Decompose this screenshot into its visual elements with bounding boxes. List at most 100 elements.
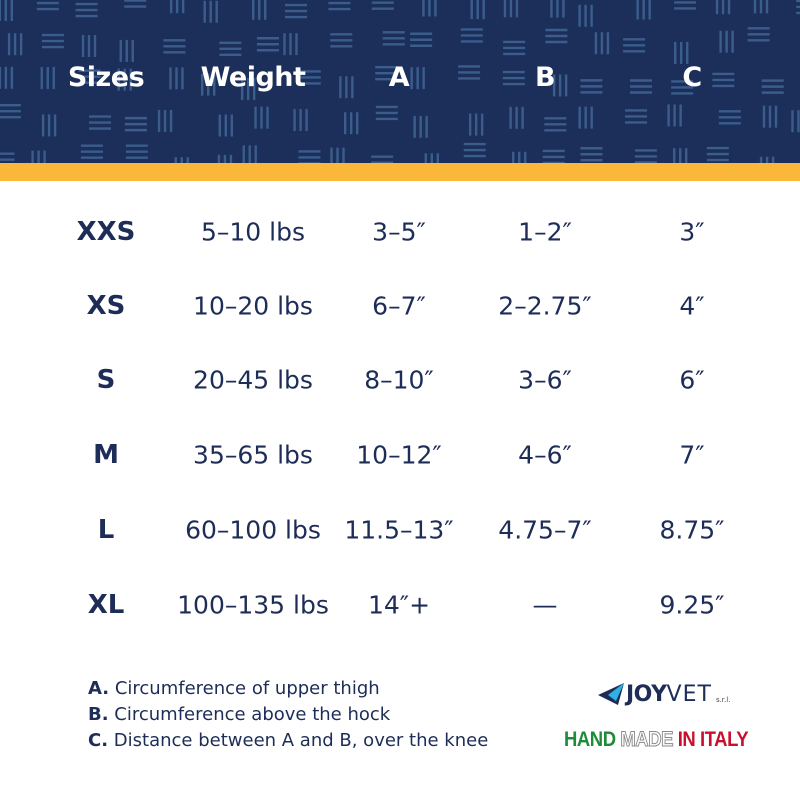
cell-c: 8.75″ (659, 515, 725, 545)
cell-c: 6″ (679, 365, 705, 395)
dash-mark (761, 79, 784, 94)
dash-mark (503, 0, 519, 18)
tagline-green: HAND (564, 728, 616, 751)
cell-weight: 5–10 lbs (200, 217, 306, 247)
dash-mark (667, 104, 682, 127)
dash-mark (252, 0, 267, 20)
cell-a: 3–5″ (372, 217, 426, 247)
dash-mark (747, 27, 770, 42)
dash-mark (791, 110, 800, 133)
dash-mark (242, 145, 257, 163)
tagline-white: MADE (620, 728, 674, 752)
dash-mark (623, 38, 646, 53)
cell-c: 4″ (679, 291, 705, 321)
cell-a: 14″+ (367, 590, 431, 620)
dash-mark (169, 67, 184, 90)
dash-mark (712, 72, 735, 88)
cell-b: 4.75–7″ (498, 515, 592, 545)
dash-mark (468, 113, 484, 136)
dash-mark (552, 74, 568, 97)
dash-mark (0, 0, 14, 21)
dash-mark (580, 79, 603, 94)
dash-mark (283, 33, 298, 56)
accent-stripe (0, 163, 800, 181)
cell-b: 2–2.75″ (498, 291, 592, 321)
cell-b: 4–6″ (518, 440, 572, 470)
dash-mark (254, 106, 269, 129)
dash-mark (382, 31, 405, 46)
dash-mark (463, 142, 486, 158)
handmade-in-italy: HAND MADE IN ITALY (564, 728, 749, 752)
cell-b: — (532, 590, 558, 620)
dash-mark (470, 0, 485, 20)
dash-mark (343, 112, 359, 135)
dash-mark (203, 0, 218, 23)
joyvet-logo: JOY VET s.r.l. (598, 682, 730, 707)
logo-vet: VET (666, 682, 712, 707)
dash-mark (0, 104, 21, 119)
cell-sizes: XXS (76, 217, 136, 247)
dash-mark (458, 65, 481, 80)
dash-mark (163, 39, 186, 54)
dash-mark (117, 68, 132, 91)
dash-mark (580, 147, 603, 162)
dash-pattern-decoration (0, 0, 800, 163)
dash-mark (502, 70, 525, 86)
cell-weight: 60–100 lbs (185, 515, 321, 545)
dash-mark (753, 0, 769, 14)
dash-mark (40, 67, 55, 90)
dash-mark (124, 116, 147, 132)
measurement-notes: A. Circumference of upper thigh B. Circu… (88, 676, 488, 754)
dash-mark (36, 1, 59, 11)
cell-c: 3″ (679, 217, 705, 247)
cell-sizes: XS (86, 291, 126, 321)
cell-sizes: XL (87, 590, 125, 620)
dash-mark (298, 150, 321, 163)
dash-mark (41, 114, 57, 137)
dash-mark (31, 150, 46, 163)
cell-c: 9.25″ (659, 590, 725, 620)
dash-mark (410, 67, 425, 90)
dash-mark (78, 69, 101, 84)
dash-mark (460, 28, 483, 43)
dash-mark (169, 0, 185, 14)
cell-a: 11.5–13″ (344, 515, 454, 545)
header-weight: Weight (200, 62, 306, 93)
dash-mark (410, 32, 433, 47)
dash-mark (0, 152, 15, 161)
dash-mark (719, 30, 734, 53)
dash-mark (674, 1, 697, 10)
dash-mark (424, 153, 440, 163)
dash-mark (509, 106, 524, 129)
header-c: C (682, 62, 702, 93)
dash-mark (81, 35, 97, 58)
dash-mark (7, 33, 23, 56)
dash-mark (762, 105, 778, 128)
cell-sizes: L (97, 515, 115, 545)
dash-mark (545, 28, 568, 44)
header-band (0, 0, 800, 163)
dash-mark (256, 37, 279, 52)
dash-mark (298, 70, 321, 85)
dash-mark (759, 156, 775, 163)
cell-a: 6–7″ (372, 291, 426, 321)
dash-mark (544, 117, 567, 132)
dash-mark (629, 79, 652, 94)
dash-mark (578, 106, 593, 129)
dash-mark (89, 115, 112, 130)
header-a: A (388, 62, 410, 93)
dash-mark (174, 157, 189, 163)
dash-mark (328, 1, 351, 11)
dash-mark (371, 1, 394, 10)
dash-mark (293, 109, 308, 132)
header-sizes: Sizes (67, 62, 145, 93)
cell-sizes: S (96, 365, 116, 395)
dash-mark (625, 109, 648, 124)
dash-mark (422, 0, 437, 17)
cell-weight: 20–45 lbs (193, 365, 313, 395)
dash-mark (124, 0, 147, 8)
dash-mark (200, 73, 216, 96)
cell-b: 3–6″ (518, 365, 572, 395)
cell-b: 1–2″ (518, 217, 572, 247)
paper-plane-icon (598, 682, 624, 705)
